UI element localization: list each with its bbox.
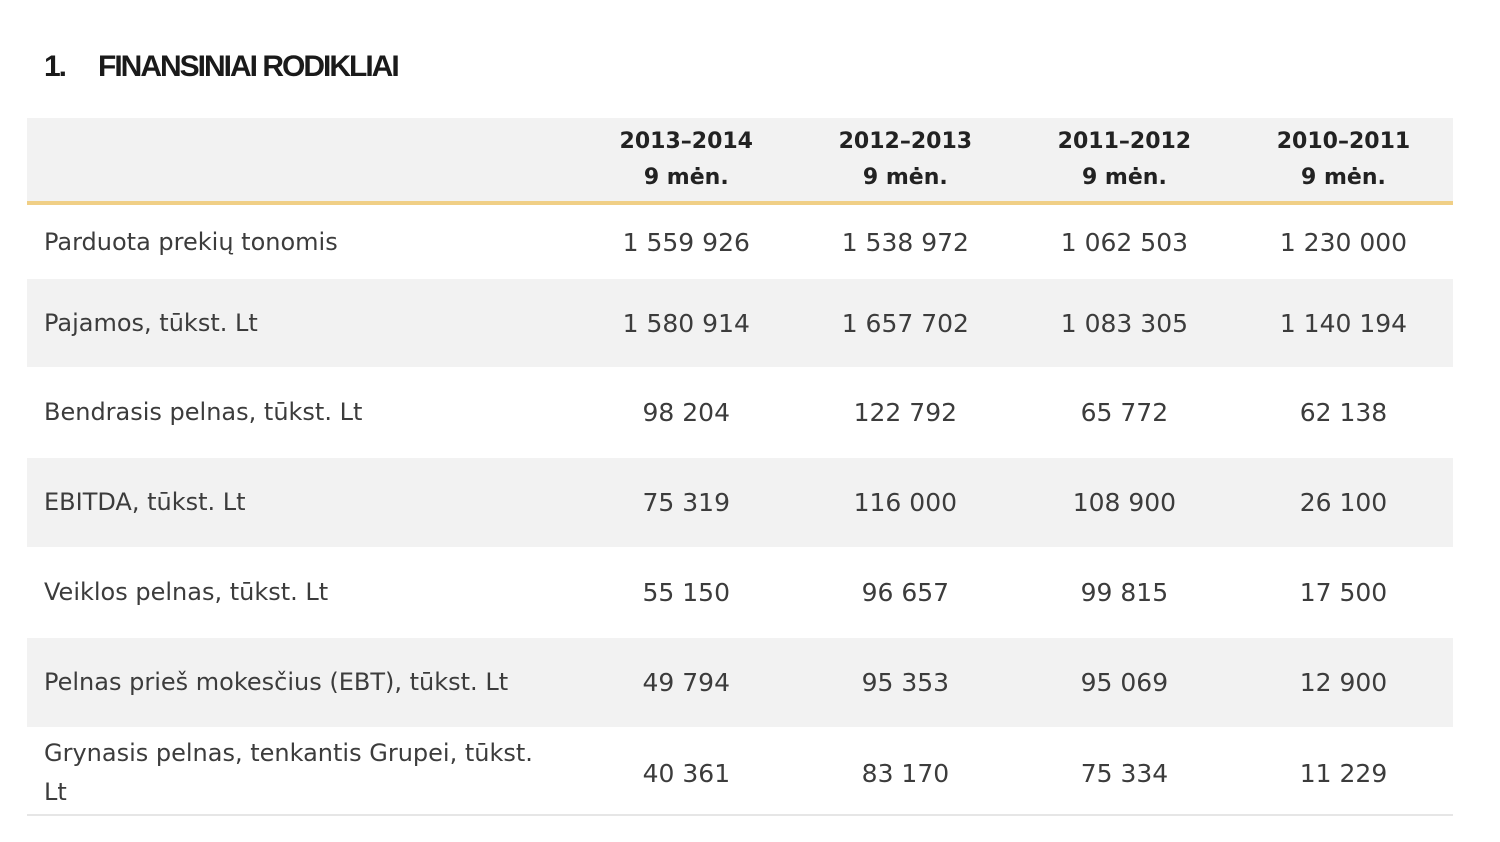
row-label: Pelnas prieš mokesčius (EBT), tūkst. Lt	[44, 668, 509, 696]
row-value: 99 815	[1080, 578, 1169, 607]
row-value: 62 138	[1299, 398, 1388, 427]
row-label: Grynasis pelnas, tenkantis Grupei, tūkst…	[44, 739, 533, 806]
financial-indicators-table: 2013–2014 9 mėn. 2012–2013 9 mėn. 2011–2…	[27, 118, 1453, 819]
row-value: 95 069	[1080, 668, 1169, 697]
row-label: Pajamos, tūkst. Lt	[44, 308, 258, 337]
table-bottom-divider	[27, 814, 1453, 816]
column-period: 9 mėn.	[1301, 165, 1386, 190]
row-label: Parduota prekių tonomis	[44, 227, 338, 256]
row-value: 55 150	[642, 578, 730, 607]
section-number: 1.	[44, 50, 67, 83]
row-value: 11 229	[1299, 758, 1388, 788]
row-value: 1 083 305	[1060, 308, 1188, 338]
table-row-ebt: Pelnas prieš mokesčius (EBT), tūkst. Lt …	[27, 638, 1453, 727]
column-years: 2010–2011	[1276, 129, 1411, 154]
row-label: EBITDA, tūkst. Lt	[44, 488, 246, 516]
table-row-parduota: Parduota prekių tonomis 1 559 926 1 538 …	[27, 205, 1453, 279]
row-value: 83 170	[861, 758, 950, 788]
section-heading: 1. FINANSINIAI RODIKLIAI	[44, 50, 400, 84]
row-value: 40 361	[642, 758, 731, 788]
table-row-veiklos-pelnas: Veiklos pelnas, tūkst. Lt 55 150 96 657 …	[27, 547, 1453, 638]
row-value: 1 657 702	[841, 308, 969, 338]
row-value: 17 500	[1299, 578, 1388, 607]
column-period: 9 mėn.	[1081, 165, 1167, 190]
row-value: 1 230 000	[1279, 227, 1408, 257]
row-value: 116 000	[853, 488, 958, 517]
table-row-bendrasis-pelnas: Bendrasis pelnas, tūkst. Lt 98 204 122 7…	[27, 367, 1453, 458]
row-value: 108 900	[1072, 488, 1177, 517]
table-row-grynasis-pelnas: Grynasis pelnas, tenkantis Grupei, tūkst…	[27, 727, 1453, 819]
column-header-2010-2011: 2010–2011 9 mėn.	[1234, 118, 1453, 196]
row-value: 75 334	[1080, 758, 1169, 788]
row-value: 12 900	[1299, 668, 1388, 697]
row-value: 49 794	[642, 668, 730, 697]
column-header-2011-2012: 2011–2012 9 mėn.	[1015, 118, 1234, 196]
row-value: 1 538 972	[841, 227, 969, 257]
table-row-ebitda: EBITDA, tūkst. Lt 75 319 116 000 108 900…	[27, 458, 1453, 547]
section-title: FINANSINIAI RODIKLIAI	[98, 50, 400, 83]
table-row-pajamos: Pajamos, tūkst. Lt 1 580 914 1 657 702 1…	[27, 279, 1453, 367]
row-value: 98 204	[642, 398, 730, 427]
row-value: 1 140 194	[1279, 308, 1408, 338]
column-years: 2012–2013	[838, 129, 973, 154]
row-value: 1 062 503	[1060, 227, 1188, 257]
table-header-row: 2013–2014 9 mėn. 2012–2013 9 mėn. 2011–2…	[27, 118, 1453, 205]
row-value: 95 353	[861, 668, 950, 697]
column-header-2013-2014: 2013–2014 9 mėn.	[577, 118, 796, 196]
row-value: 1 559 926	[622, 227, 750, 257]
row-value: 65 772	[1080, 398, 1169, 427]
row-value: 75 319	[642, 488, 730, 517]
column-period: 9 mėn.	[643, 165, 729, 190]
row-value: 1 580 914	[622, 308, 750, 338]
column-header-2012-2013: 2012–2013 9 mėn.	[796, 118, 1015, 196]
row-label: Bendrasis pelnas, tūkst. Lt	[44, 398, 363, 426]
row-label: Veiklos pelnas, tūkst. Lt	[44, 578, 329, 606]
row-value: 122 792	[853, 398, 958, 427]
column-years: 2013–2014	[619, 129, 753, 154]
row-value: 26 100	[1299, 488, 1388, 517]
column-years: 2011–2012	[1057, 129, 1192, 154]
row-value: 96 657	[861, 578, 950, 607]
column-period: 9 mėn.	[862, 165, 948, 190]
